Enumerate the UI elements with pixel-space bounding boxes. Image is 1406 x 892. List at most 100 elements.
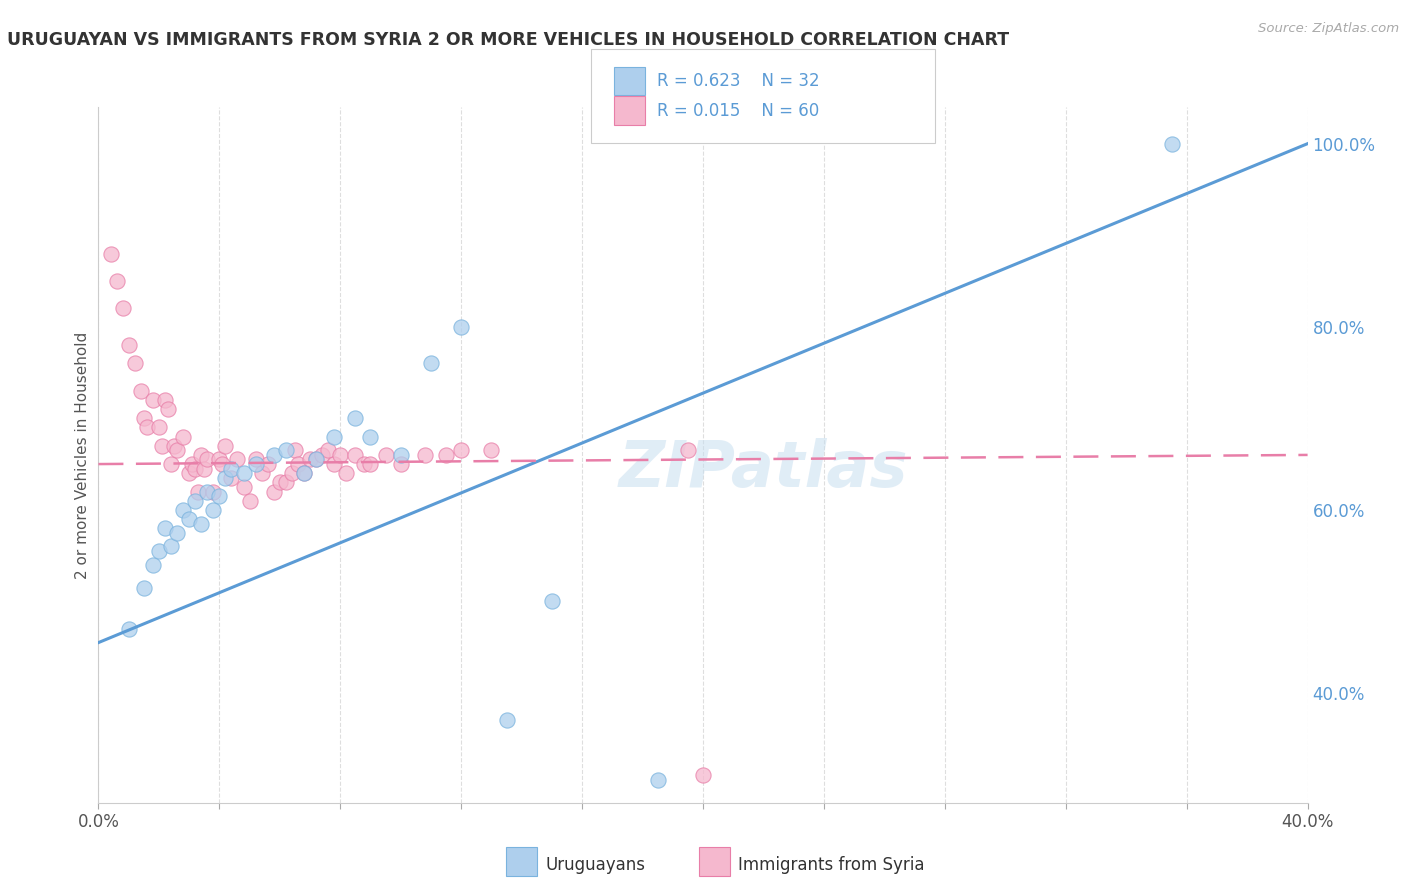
Text: R = 0.015    N = 60: R = 0.015 N = 60	[657, 102, 818, 120]
Point	[305, 452, 328, 467]
Point	[153, 392, 176, 407]
Point	[360, 457, 382, 471]
Point	[274, 443, 297, 458]
Point	[195, 484, 218, 499]
Point	[111, 301, 134, 316]
Point	[269, 475, 291, 490]
Point	[692, 768, 714, 782]
Text: Immigrants from Syria: Immigrants from Syria	[738, 856, 925, 874]
Point	[202, 484, 225, 499]
Point	[214, 439, 236, 453]
Point	[221, 471, 243, 485]
Point	[495, 714, 517, 728]
Point	[540, 594, 562, 608]
Point	[166, 525, 188, 540]
Point	[292, 467, 315, 481]
Point	[311, 448, 333, 462]
Point	[100, 246, 122, 260]
Point	[374, 448, 396, 462]
Text: URUGUAYAN VS IMMIGRANTS FROM SYRIA 2 OR MORE VEHICLES IN HOUSEHOLD CORRELATION C: URUGUAYAN VS IMMIGRANTS FROM SYRIA 2 OR …	[7, 31, 1010, 49]
Point	[250, 467, 273, 481]
Point	[214, 471, 236, 485]
Text: R = 0.623    N = 32: R = 0.623 N = 32	[657, 72, 820, 90]
Point	[256, 457, 278, 471]
Point	[150, 439, 173, 453]
Point	[166, 443, 188, 458]
Point	[142, 558, 165, 572]
Point	[1160, 136, 1182, 151]
Point	[389, 448, 412, 462]
Point	[239, 493, 262, 508]
Point	[208, 452, 231, 467]
Point	[299, 452, 322, 467]
Point	[184, 493, 207, 508]
Point	[323, 429, 346, 443]
Y-axis label: 2 or more Vehicles in Household: 2 or more Vehicles in Household	[75, 331, 90, 579]
Text: Source: ZipAtlas.com: Source: ZipAtlas.com	[1258, 22, 1399, 36]
Point	[323, 457, 346, 471]
Point	[195, 452, 218, 467]
Point	[281, 467, 304, 481]
Point	[190, 448, 212, 462]
Point	[287, 457, 309, 471]
Point	[148, 420, 170, 434]
Point	[647, 772, 669, 787]
Point	[344, 448, 367, 462]
Point	[132, 411, 155, 425]
Point	[450, 319, 472, 334]
Point	[184, 461, 207, 475]
Point	[202, 503, 225, 517]
Point	[316, 443, 339, 458]
Point	[413, 448, 436, 462]
Point	[221, 461, 243, 475]
Point	[263, 484, 285, 499]
Point	[105, 274, 128, 288]
Point	[156, 402, 179, 417]
Point	[434, 448, 457, 462]
Point	[124, 356, 146, 370]
Point	[420, 356, 443, 370]
Point	[129, 384, 152, 398]
Point	[118, 622, 141, 636]
Point	[190, 516, 212, 531]
Point	[263, 448, 285, 462]
Point	[226, 452, 249, 467]
Point	[284, 443, 307, 458]
Point	[274, 475, 297, 490]
Point	[187, 484, 209, 499]
Point	[160, 457, 183, 471]
Point	[172, 503, 194, 517]
Point	[160, 540, 183, 554]
Point	[329, 448, 352, 462]
Point	[305, 452, 328, 467]
Point	[118, 338, 141, 352]
Point	[344, 411, 367, 425]
Point	[335, 467, 357, 481]
Point	[181, 457, 204, 471]
Point	[450, 443, 472, 458]
Point	[132, 581, 155, 595]
Text: ZIPatlas: ZIPatlas	[619, 438, 908, 500]
Point	[148, 544, 170, 558]
Point	[179, 467, 201, 481]
Point	[163, 439, 186, 453]
Point	[211, 457, 233, 471]
Point	[232, 480, 254, 494]
Point	[208, 489, 231, 503]
Point	[360, 429, 382, 443]
Point	[232, 467, 254, 481]
Point	[389, 457, 412, 471]
Point	[135, 420, 157, 434]
Point	[292, 467, 315, 481]
Point	[193, 461, 215, 475]
Point	[245, 457, 267, 471]
Point	[353, 457, 375, 471]
Point	[153, 521, 176, 535]
Point	[142, 392, 165, 407]
Point	[172, 429, 194, 443]
Point	[676, 443, 699, 458]
Point	[245, 452, 267, 467]
Point	[481, 443, 503, 458]
Point	[179, 512, 201, 526]
Text: Uruguayans: Uruguayans	[546, 856, 645, 874]
